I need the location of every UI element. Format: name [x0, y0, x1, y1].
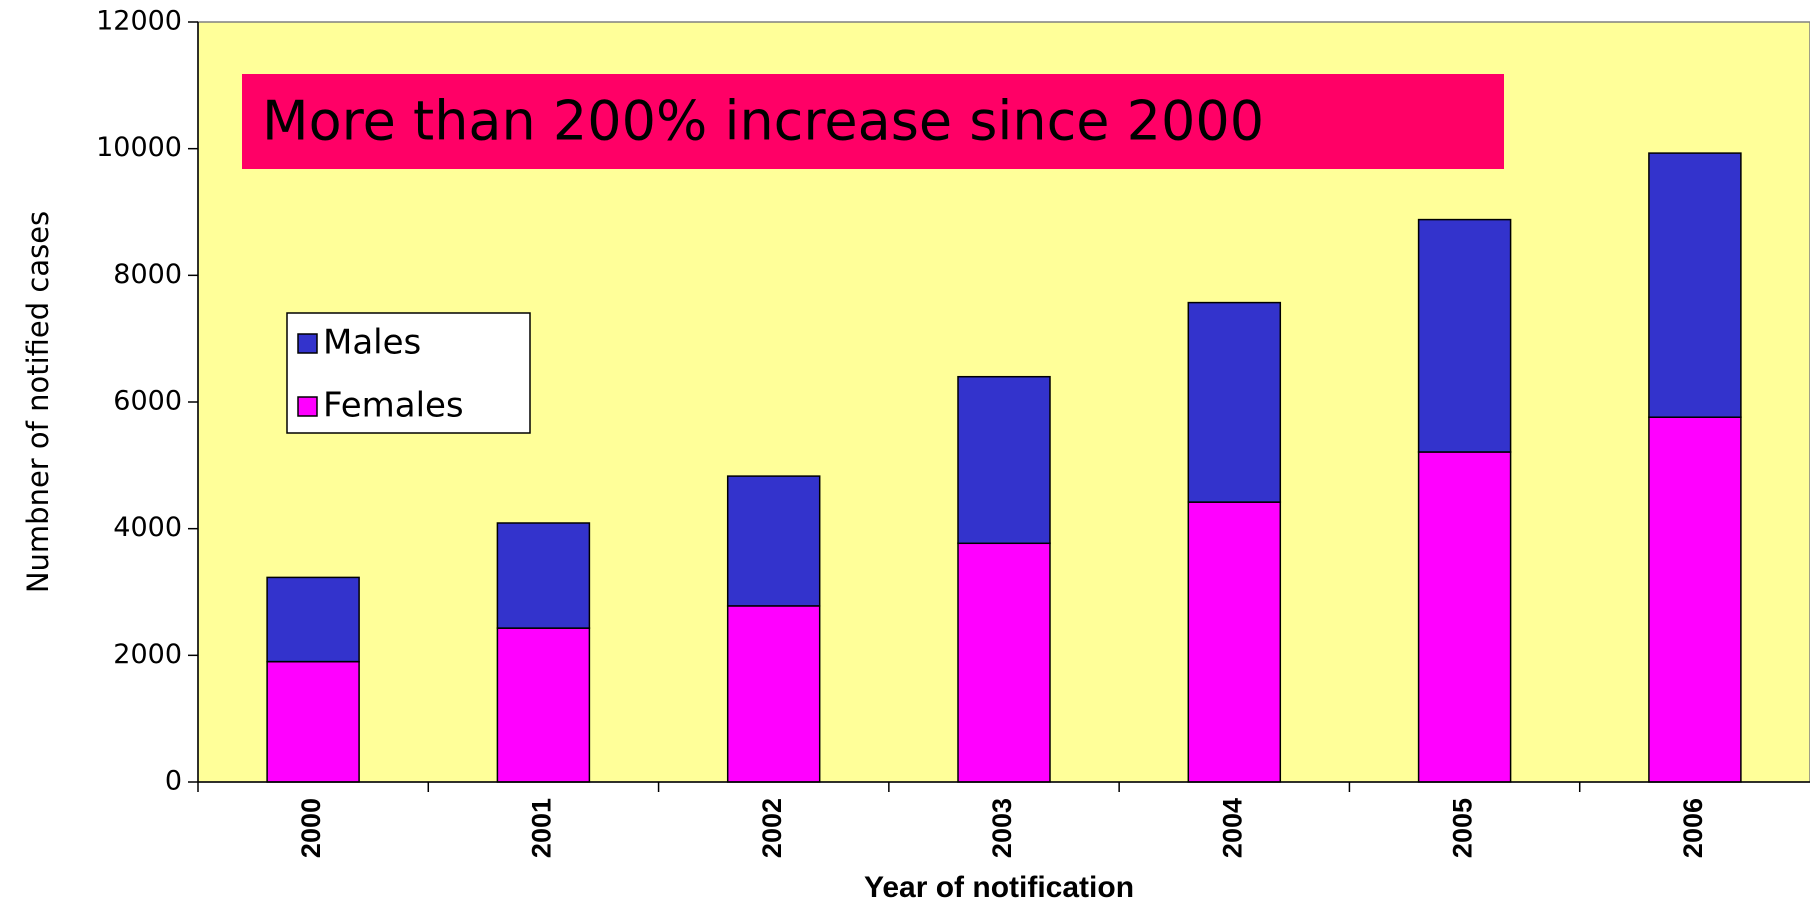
bar-males-2000 — [266, 576, 360, 663]
bar-males-2005 — [1417, 218, 1512, 453]
bar-males-2003 — [957, 375, 1051, 545]
x-ticks-group: 2000 2001 2002 2003 2004 2005 2006 — [197, 782, 1708, 858]
legend-box — [286, 312, 531, 434]
x-tick-label: 2004 — [1217, 798, 1247, 858]
y-tick-label: 10000 — [96, 132, 182, 163]
bar-males-2001 — [496, 522, 591, 629]
bar-males-2002 — [726, 475, 821, 607]
x-axis-title: Year of notification — [864, 871, 1134, 904]
y-tick-label: 4000 — [113, 512, 182, 543]
bar-females-2005 — [1417, 451, 1512, 783]
x-tick-label: 2005 — [1448, 798, 1478, 858]
bar-females-2001 — [496, 627, 591, 783]
y-tick-label: 8000 — [113, 259, 182, 290]
legend: Males Females — [286, 312, 531, 434]
y-tick-label: 0 — [165, 766, 182, 797]
y-tick-label: 12000 — [96, 6, 182, 37]
x-tick-label: 2000 — [296, 798, 326, 858]
x-tick-label: 2001 — [527, 798, 557, 858]
annotation-text: More than 200% increase since 2000 — [262, 90, 1264, 153]
annotation-background — [242, 74, 1504, 169]
x-tick-label: 2002 — [757, 798, 787, 858]
legend-label-females: Females — [323, 386, 464, 426]
legend-label-males: Males — [323, 323, 421, 363]
bar-females-2003 — [957, 542, 1051, 783]
y-ticks-group: 0 2000 4000 6000 8000 10000 12000 — [96, 6, 198, 797]
bar-females-2004 — [1187, 501, 1282, 783]
legend-swatch-males — [297, 333, 318, 354]
y-tick-label: 2000 — [113, 639, 182, 670]
legend-swatch-females — [297, 396, 318, 417]
bar-females-2006 — [1648, 416, 1742, 783]
y-axis-title: Numbner of notified cases — [21, 211, 55, 593]
bars-group — [266, 152, 1742, 783]
x-tick-label: 2003 — [987, 798, 1017, 858]
y-tick-label: 6000 — [113, 386, 182, 417]
annotation-box: More than 200% increase since 2000 — [242, 74, 1504, 169]
bar-females-2000 — [266, 660, 360, 783]
bar-males-2006 — [1648, 152, 1742, 418]
bar-males-2004 — [1187, 301, 1282, 503]
bar-females-2002 — [726, 605, 821, 783]
x-tick-label: 2006 — [1678, 798, 1708, 858]
